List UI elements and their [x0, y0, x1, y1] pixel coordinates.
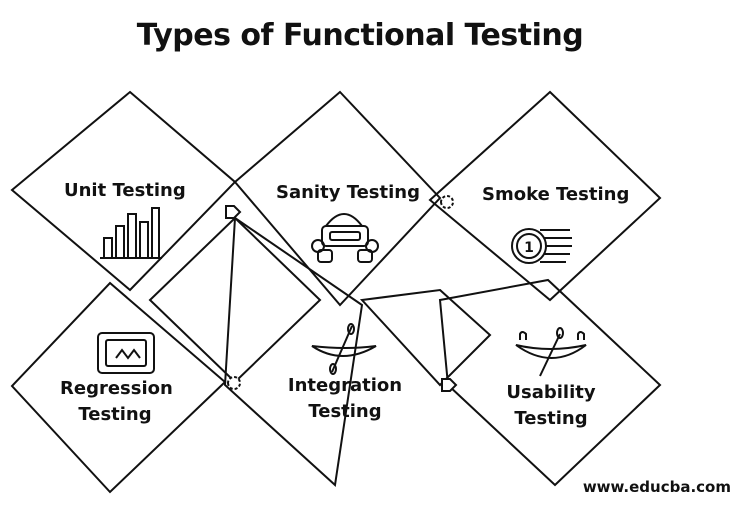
tablet-icon [97, 332, 155, 374]
diamond-right-connector [359, 288, 492, 387]
label-integration-testing: Integration Testing [282, 373, 408, 425]
diamond-sanity-testing [233, 90, 442, 307]
canoe-paddle-icon [515, 327, 587, 377]
arrow-regression-to-integration [227, 376, 242, 390]
label-usability-testing: Usability Testing [496, 380, 606, 432]
diamond-regression-testing [10, 281, 227, 494]
page-title: Types of Functional Testing [136, 18, 584, 53]
bar-chart-icon [100, 207, 162, 259]
diamond-integration-testing [223, 216, 364, 487]
diamond-unit-testing [10, 90, 237, 292]
svg-text:1: 1 [524, 240, 534, 256]
label-usability-line-1: Usability [506, 382, 596, 403]
arrow-sanity-to-smoke [440, 195, 455, 209]
diamond-usability-testing [438, 278, 662, 487]
label-smoke-testing: Smoke Testing [482, 184, 630, 205]
label-regression-line-2: Testing [78, 404, 152, 425]
label-usability-line-2: Testing [514, 408, 588, 429]
arrow-unit-to-sanity [225, 205, 242, 219]
label-sanity-testing: Sanity Testing [276, 182, 420, 203]
label-regression-line-1: Regression [60, 378, 173, 399]
diamond-smoke-testing [428, 90, 662, 302]
label-regression-testing: Regression Testing [60, 376, 173, 428]
canoe-icon [311, 323, 377, 375]
watermark: www.educba.com [582, 478, 731, 496]
label-integration-line-1: Integration [287, 375, 403, 396]
connector-arrows [225, 195, 458, 392]
coin-stack-icon: 1 [511, 228, 572, 264]
robot-icon [311, 213, 379, 263]
label-unit-testing: Unit Testing [64, 180, 186, 201]
label-integration-line-2: Testing [308, 401, 382, 422]
arrow-integration-to-usability [441, 378, 458, 392]
